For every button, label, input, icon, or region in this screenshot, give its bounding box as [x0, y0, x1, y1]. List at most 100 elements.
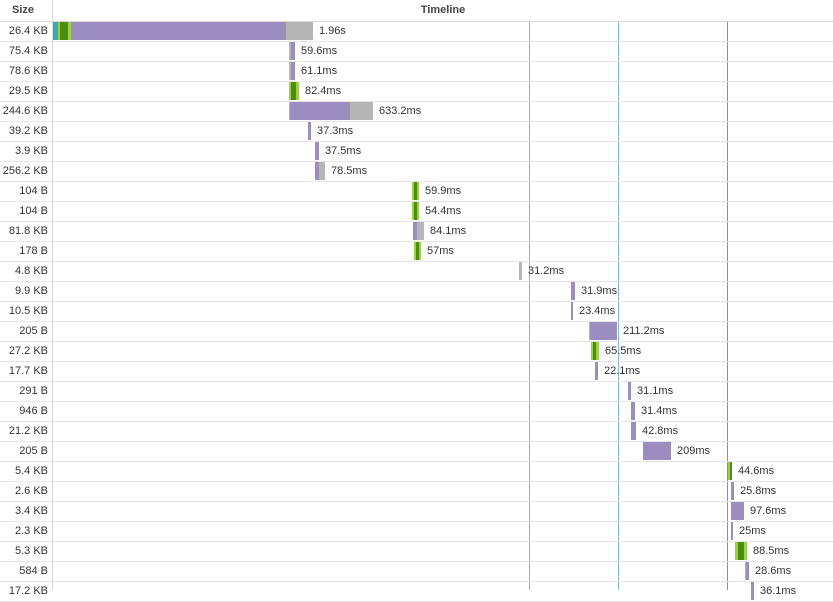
table-row[interactable]: 584 B 28.6ms — [0, 562, 833, 582]
timing-bar-waiting[interactable] — [315, 142, 319, 160]
timing-bar-receiving[interactable] — [286, 22, 313, 40]
table-row[interactable]: 5.3 KB 88.5ms — [0, 542, 833, 562]
table-row[interactable]: 291 B 31.1ms — [0, 382, 833, 402]
timing-bar-ssl[interactable] — [296, 82, 299, 100]
timing-bar-waiting[interactable] — [595, 362, 598, 380]
timing-bar-ssl[interactable] — [414, 242, 416, 260]
table-row[interactable]: 5.4 KB 44.6ms — [0, 462, 833, 482]
table-row[interactable]: 26.4 KB 1.96s — [0, 22, 833, 42]
timing-bar-waiting[interactable] — [413, 222, 417, 240]
timing-bar-connect[interactable] — [414, 202, 417, 220]
timing-bar-receiving[interactable] — [289, 62, 291, 80]
timing-bar-waiting[interactable] — [308, 122, 311, 140]
table-row[interactable]: 205 B 209ms — [0, 442, 833, 462]
timeline-cell: 22.1ms — [53, 362, 833, 381]
timing-bar-receiving[interactable] — [519, 262, 522, 280]
timing-bar-connect[interactable] — [291, 82, 296, 100]
timing-bar-waiting[interactable] — [291, 42, 295, 60]
timing-bar-waiting[interactable] — [631, 402, 635, 420]
table-row[interactable]: 21.2 KB 42.8ms — [0, 422, 833, 442]
timing-bar-ssl[interactable] — [58, 22, 60, 40]
timeline-column-header[interactable]: Timeline — [420, 4, 466, 16]
table-row[interactable]: 78.6 KB 61.1ms — [0, 62, 833, 82]
dom-content-loaded-marker — [529, 22, 530, 590]
table-row[interactable]: 3.4 KB 97.6ms — [0, 502, 833, 522]
table-row[interactable]: 29.5 KB 82.4ms — [0, 82, 833, 102]
timing-bar-waiting[interactable] — [571, 282, 575, 300]
timing-bar-ssl[interactable] — [417, 202, 419, 220]
timing-bar-ssl[interactable] — [744, 542, 747, 560]
size-column-header[interactable]: Size — [12, 4, 35, 16]
table-row[interactable]: 17.7 KB 22.1ms — [0, 362, 833, 382]
timeline-cell: 78.5ms — [53, 162, 833, 181]
timing-bar-waiting[interactable] — [731, 502, 744, 520]
timing-bar-waiting[interactable] — [571, 302, 573, 320]
duration-label: 57ms — [427, 245, 454, 257]
size-cell: 81.8 KB — [8, 225, 48, 237]
timing-bar-connect[interactable] — [730, 462, 732, 480]
timeline-cell: 61.1ms — [53, 62, 833, 81]
table-row[interactable]: 17.2 KB 36.1ms — [0, 582, 833, 602]
timing-bar-connect[interactable] — [60, 22, 68, 40]
timing-bar-waiting[interactable] — [731, 482, 734, 500]
timing-bar-receiving[interactable] — [289, 102, 290, 120]
timing-bar-connect[interactable] — [593, 342, 596, 360]
table-row[interactable]: 104 B 54.4ms — [0, 202, 833, 222]
timing-bar-ssl[interactable] — [289, 82, 291, 100]
table-row[interactable]: 205 B 211.2ms — [0, 322, 833, 342]
duration-label: 1.96s — [319, 25, 346, 37]
duration-label: 59.9ms — [425, 185, 462, 197]
timing-bar-receiving[interactable] — [417, 222, 424, 240]
timing-bar-connect[interactable] — [738, 542, 744, 560]
timing-bar-ssl[interactable] — [728, 462, 730, 480]
timing-bar-waiting[interactable] — [291, 62, 295, 80]
timing-bar-waiting[interactable] — [628, 382, 631, 400]
table-row[interactable]: 9.9 KB 31.9ms — [0, 282, 833, 302]
timing-bar-ssl[interactable] — [412, 202, 414, 220]
timing-bar-connect[interactable] — [416, 242, 419, 260]
request-rows: 26.4 KB 1.96s 75.4 KB 59.6ms 78.6 KB 61.1ms 29… — [0, 22, 833, 602]
timing-bar-ssl[interactable] — [417, 182, 419, 200]
timing-bar-ssl[interactable] — [596, 342, 599, 360]
timing-bar-ssl[interactable] — [419, 242, 421, 260]
timing-bar-waiting[interactable] — [631, 422, 636, 440]
timing-bar-waiting[interactable] — [71, 22, 286, 40]
timing-bar-connect[interactable] — [414, 182, 417, 200]
table-row[interactable]: 27.2 KB 65.5ms — [0, 342, 833, 362]
timing-bar-waiting[interactable] — [290, 102, 350, 120]
timing-bar-ssl[interactable] — [412, 182, 414, 200]
timing-bar-receiving[interactable] — [589, 322, 590, 340]
table-row[interactable]: 39.2 KB 37.3ms — [0, 122, 833, 142]
table-row[interactable]: 178 B 57ms — [0, 242, 833, 262]
table-row[interactable]: 2.3 KB 25ms — [0, 522, 833, 542]
timing-bar-blocking[interactable] — [53, 22, 58, 40]
timing-bar-ssl[interactable] — [591, 342, 593, 360]
table-row[interactable]: 3.9 KB 37.5ms — [0, 142, 833, 162]
timing-bar-ssl[interactable] — [68, 22, 71, 40]
timing-bar-waiting[interactable] — [315, 162, 319, 180]
table-row[interactable]: 75.4 KB 59.6ms — [0, 42, 833, 62]
timing-bar-waiting[interactable] — [643, 442, 671, 460]
timing-bar-receiving[interactable] — [289, 42, 291, 60]
table-row[interactable]: 4.8 KB 31.2ms — [0, 262, 833, 282]
size-cell: 178 B — [19, 245, 48, 257]
timing-bar-receiving[interactable] — [319, 162, 325, 180]
table-row[interactable]: 2.6 KB 25.8ms — [0, 482, 833, 502]
timing-bar-waiting[interactable] — [751, 582, 754, 600]
table-row[interactable]: 104 B 59.9ms — [0, 182, 833, 202]
timing-bar-ssl[interactable] — [735, 542, 738, 560]
timing-bar-receiving[interactable] — [350, 102, 373, 120]
table-row[interactable]: 244.6 KB 633.2ms — [0, 102, 833, 122]
table-row[interactable]: 10.5 KB 23.4ms — [0, 302, 833, 322]
table-row[interactable]: 946 B 31.4ms — [0, 402, 833, 422]
table-row[interactable]: 256.2 KB 78.5ms — [0, 162, 833, 182]
table-row[interactable]: 81.8 KB 84.1ms — [0, 222, 833, 242]
timing-bar-receiving[interactable] — [745, 562, 746, 580]
timing-bar-waiting[interactable] — [590, 322, 617, 340]
duration-label: 31.4ms — [641, 405, 678, 417]
timing-bar-waiting[interactable] — [731, 522, 733, 540]
timing-bar-waiting[interactable] — [746, 562, 749, 580]
duration-label: 36.1ms — [760, 585, 797, 597]
column-divider — [52, 0, 53, 590]
duration-label: 59.6ms — [301, 45, 338, 57]
